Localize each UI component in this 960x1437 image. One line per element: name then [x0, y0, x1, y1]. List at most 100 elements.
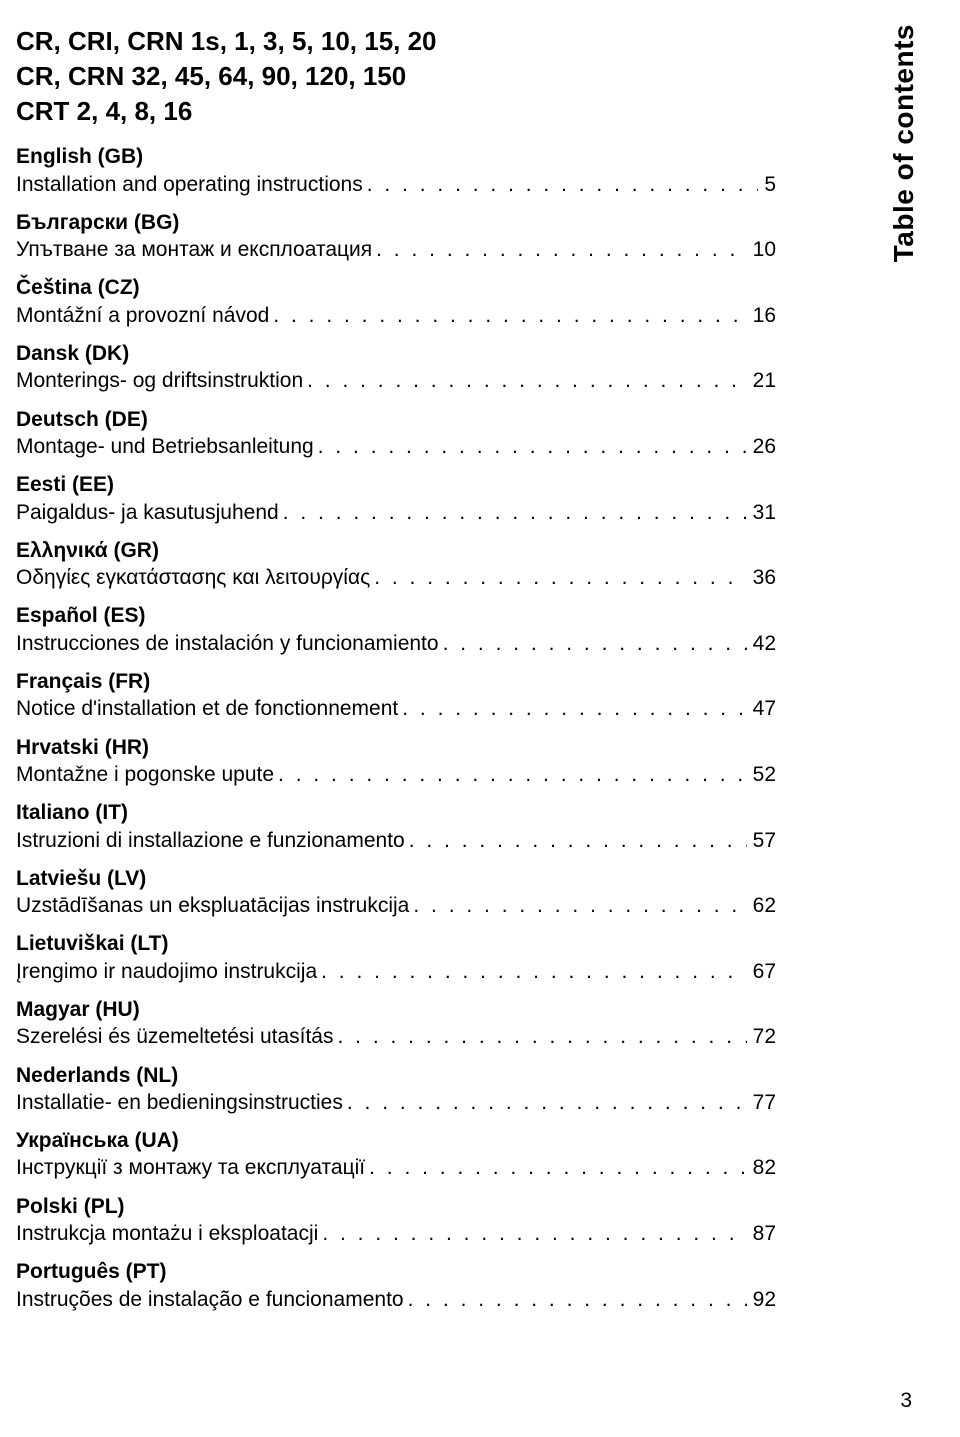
toc-page-number[interactable]: 16	[747, 302, 776, 329]
toc-language-name: Italiano (IT)	[16, 799, 776, 826]
toc-language-name: Nederlands (NL)	[16, 1062, 776, 1089]
toc-leader-dots	[303, 367, 747, 394]
toc-leader-dots	[363, 171, 759, 198]
toc-page-number[interactable]: 62	[747, 892, 776, 919]
toc-language-name: Български (BG)	[16, 209, 776, 236]
toc-entry: Hrvatski (HR)Montažne i pogonske upute 52	[16, 734, 776, 789]
product-titles: CR, CRI, CRN 1s, 1, 3, 5, 10, 15, 20 CR,…	[16, 24, 776, 129]
toc-content: CR, CRI, CRN 1s, 1, 3, 5, 10, 15, 20 CR,…	[16, 24, 776, 1313]
toc-leader-dots	[398, 695, 746, 722]
toc-leader-dots	[269, 302, 746, 329]
toc-leader-dots	[333, 1023, 746, 1050]
footer-page-number: 3	[900, 1389, 912, 1413]
toc-entry: Українська (UA)Інструкції з монтажу та е…	[16, 1127, 776, 1182]
toc-entry: Português (PT)Instruções de instalação e…	[16, 1258, 776, 1313]
toc-language-name: Українська (UA)	[16, 1127, 776, 1154]
toc-description: Įrengimo ir naudojimo instrukcija	[16, 958, 317, 985]
toc-description: Istruzioni di installazione e funzioname…	[16, 827, 405, 854]
toc-description: Uzstādīšanas un ekspluatācijas instrukci…	[16, 892, 409, 919]
toc-language-name: Čeština (CZ)	[16, 274, 776, 301]
toc-page-number[interactable]: 42	[747, 630, 776, 657]
toc-entry: Čeština (CZ)Montážní a provozní návod16	[16, 274, 776, 329]
toc-description: Installation and operating instructions	[16, 171, 363, 198]
toc-leader-dots	[314, 433, 747, 460]
toc-language-name: Español (ES)	[16, 602, 776, 629]
toc-page-number[interactable]: 87	[747, 1220, 776, 1247]
toc-desc-row: Montažne i pogonske upute 52	[16, 761, 776, 788]
toc-desc-row: Įrengimo ir naudojimo instrukcija 67	[16, 958, 776, 985]
toc-language-name: English (GB)	[16, 143, 776, 170]
toc-page-number[interactable]: 36	[747, 564, 776, 591]
toc-page-number[interactable]: 77	[747, 1089, 776, 1116]
toc-desc-row: Упътване за монтаж и експлоатация 10	[16, 236, 776, 263]
toc-leader-dots	[274, 761, 747, 788]
toc-language-name: Hrvatski (HR)	[16, 734, 776, 761]
toc-description: Paigaldus- ja kasutusjuhend	[16, 499, 279, 526]
toc-entry: Ελληνικά (GR)Οδηγίες εγκατάστασης και λε…	[16, 537, 776, 592]
toc-language-name: Français (FR)	[16, 668, 776, 695]
toc-entry: English (GB)Installation and operating i…	[16, 143, 776, 198]
toc-language-name: Lietuviškai (LT)	[16, 930, 776, 957]
toc-page-number[interactable]: 67	[747, 958, 776, 985]
toc-entry: Français (FR)Notice d'installation et de…	[16, 668, 776, 723]
toc-page-number[interactable]: 10	[747, 236, 776, 263]
toc-page-number[interactable]: 21	[747, 367, 776, 394]
toc-language-name: Português (PT)	[16, 1258, 776, 1285]
toc-desc-row: Instrucciones de instalación y funcionam…	[16, 630, 776, 657]
toc-leader-dots	[318, 1220, 746, 1247]
toc-page-number[interactable]: 31	[747, 499, 776, 526]
toc-desc-row: Installation and operating instructions 5	[16, 171, 776, 198]
toc-language-name: Latviešu (LV)	[16, 865, 776, 892]
toc-page-number[interactable]: 26	[747, 433, 776, 460]
toc-entry: Deutsch (DE)Montage- und Betriebsanleitu…	[16, 406, 776, 461]
toc-page-number[interactable]: 5	[758, 171, 776, 198]
toc-description: Instrukcja montażu i eksploatacji	[16, 1220, 318, 1247]
product-line-1: CR, CRI, CRN 1s, 1, 3, 5, 10, 15, 20	[16, 24, 776, 59]
toc-entry: Lietuviškai (LT)Įrengimo ir naudojimo in…	[16, 930, 776, 985]
toc-page-number[interactable]: 52	[747, 761, 776, 788]
side-label-table-of-contents: Table of contents	[888, 24, 920, 262]
toc-leader-dots	[370, 564, 746, 591]
toc-page-number[interactable]: 57	[747, 827, 776, 854]
toc-description: Montage- und Betriebsanleitung	[16, 433, 314, 460]
toc-leader-dots	[404, 1286, 747, 1313]
toc-desc-row: Montage- und Betriebsanleitung 26	[16, 433, 776, 460]
toc-language-name: Polski (PL)	[16, 1193, 776, 1220]
toc-description: Упътване за монтаж и експлоатация	[16, 236, 372, 263]
toc-leader-dots	[279, 499, 747, 526]
toc-entry: Nederlands (NL)Installatie- en bediening…	[16, 1062, 776, 1117]
toc-language-name: Eesti (EE)	[16, 471, 776, 498]
toc-page-number[interactable]: 92	[747, 1286, 776, 1313]
toc-leader-dots	[343, 1089, 747, 1116]
toc-description: Instrucciones de instalación y funcionam…	[16, 630, 439, 657]
toc-leader-dots	[439, 630, 747, 657]
toc-language-name: Ελληνικά (GR)	[16, 537, 776, 564]
toc-desc-row: Instrukcja montażu i eksploatacji 87	[16, 1220, 776, 1247]
toc-description: Інструкції з монтажу та експлуатації	[16, 1154, 365, 1181]
toc-description: Installatie- en bedieningsinstructies	[16, 1089, 343, 1116]
toc-leader-dots	[409, 892, 746, 919]
toc-page-number[interactable]: 72	[747, 1023, 776, 1050]
toc-entry: Eesti (EE)Paigaldus- ja kasutusjuhend 31	[16, 471, 776, 526]
toc-entry: Български (BG)Упътване за монтаж и експл…	[16, 209, 776, 264]
toc-description: Szerelési és üzemeltetési utasítás	[16, 1023, 333, 1050]
toc-leader-dots	[405, 827, 747, 854]
toc-language-name: Deutsch (DE)	[16, 406, 776, 433]
toc-language-name: Dansk (DK)	[16, 340, 776, 367]
toc-desc-row: Uzstādīšanas un ekspluatācijas instrukci…	[16, 892, 776, 919]
toc-desc-row: Szerelési és üzemeltetési utasítás 72	[16, 1023, 776, 1050]
toc-page-number[interactable]: 47	[747, 695, 776, 722]
toc-description: Instruções de instalação e funcionamento	[16, 1286, 404, 1313]
toc-page-number[interactable]: 82	[747, 1154, 776, 1181]
toc-desc-row: Οδηγίες εγκατάστασης και λειτουργίας36	[16, 564, 776, 591]
toc-desc-row: Інструкції з монтажу та експлуатації 82	[16, 1154, 776, 1181]
toc-leader-dots	[372, 236, 747, 263]
toc-description: Montažne i pogonske upute	[16, 761, 274, 788]
toc-description: Notice d'installation et de fonctionneme…	[16, 695, 398, 722]
toc-leader-dots	[317, 958, 747, 985]
toc-desc-row: Installatie- en bedieningsinstructies 77	[16, 1089, 776, 1116]
toc-description: Monterings- og driftsinstruktion	[16, 367, 303, 394]
toc-leader-dots	[365, 1154, 747, 1181]
product-line-2: CR, CRN 32, 45, 64, 90, 120, 150	[16, 59, 776, 94]
toc-list: English (GB)Installation and operating i…	[16, 143, 776, 1313]
